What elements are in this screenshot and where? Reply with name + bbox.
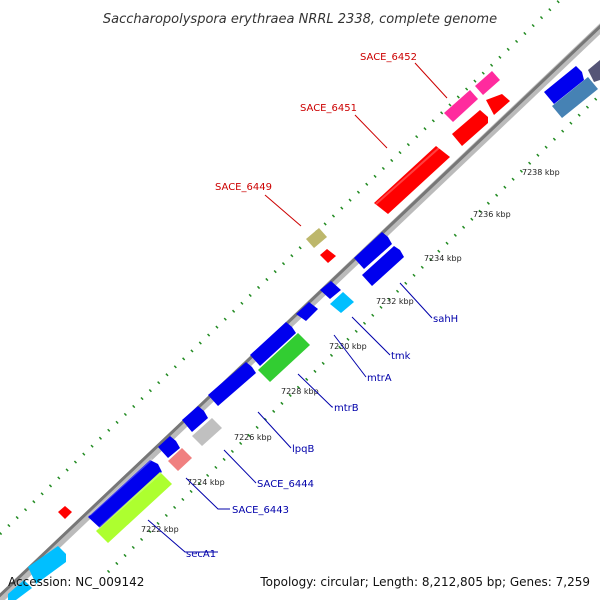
kbp-label: 7226 kbp <box>234 433 272 442</box>
gene-blue-a1[interactable] <box>354 232 392 269</box>
gene-blue-big[interactable] <box>88 460 162 528</box>
top-gene-labels: SACE_6449 SACE_6451 SACE_6452 <box>215 52 417 193</box>
gene-slate-right[interactable] <box>588 60 600 82</box>
gene-label-sace-6443[interactable]: SACE_6443 <box>232 505 289 516</box>
gene-blue-c[interactable] <box>296 302 318 321</box>
kbp-label: 7234 kbp <box>424 254 462 263</box>
kbp-label: 7222 kbp <box>141 525 179 534</box>
inner-tick-ring <box>106 93 600 574</box>
map-title: Saccharopolyspora erythraea NRRL 2338, c… <box>103 12 497 27</box>
gene-blue-a2[interactable] <box>362 246 404 286</box>
gene-sace-6452-upper[interactable] <box>444 90 478 122</box>
gene-label-sace-6449[interactable]: SACE_6449 <box>215 182 272 193</box>
kbp-label: 7232 kbp <box>376 297 414 306</box>
gene-red-small-2[interactable] <box>320 249 336 263</box>
top-leaders <box>264 62 448 227</box>
forward-genes <box>58 60 600 519</box>
gene-label-lpqb[interactable]: lpqB <box>292 444 314 455</box>
kbp-label: 7236 kbp <box>473 210 511 219</box>
gene-lightblue-left[interactable] <box>28 546 66 584</box>
gene-sace-6451[interactable] <box>374 146 450 214</box>
gene-sace-6452-lower[interactable] <box>452 110 488 146</box>
genome-summary-text: Topology: circular; Length: 8,212,805 bp… <box>259 575 590 589</box>
gene-label-mtra[interactable]: mtrA <box>367 373 392 384</box>
gene-label-sace-6452[interactable]: SACE_6452 <box>360 52 417 63</box>
gene-blue-e[interactable] <box>158 436 180 458</box>
reverse-genes <box>8 232 404 600</box>
gene-steelblue-right[interactable] <box>552 77 598 118</box>
gene-label-sace-6444[interactable]: SACE_6444 <box>257 479 314 490</box>
gene-label-tmk[interactable]: tmk <box>391 351 411 362</box>
gene-sace-6443[interactable] <box>168 448 192 471</box>
gene-shading <box>89 146 441 530</box>
gene-mtrb[interactable] <box>258 333 310 382</box>
gene-seca1[interactable] <box>96 472 172 543</box>
gene-lpqb[interactable] <box>208 362 256 406</box>
gene-pink-2[interactable] <box>475 71 500 95</box>
kbp-label: 7230 kbp <box>329 342 367 351</box>
gene-label-seca1[interactable]: secA1 <box>186 549 216 560</box>
gene-tmk[interactable] <box>330 292 354 313</box>
accession-text: Accession: NC_009142 <box>8 575 144 589</box>
gene-red-small[interactable] <box>58 506 72 519</box>
gene-blue-b[interactable] <box>320 281 341 299</box>
bottom-leaders <box>147 282 433 553</box>
gene-red-3[interactable] <box>486 94 510 115</box>
bottom-gene-labels: secA1 SACE_6443 SACE_6444 lpqB mtrB mtrA… <box>186 314 458 560</box>
gene-label-mtrb[interactable]: mtrB <box>334 403 359 414</box>
gene-blue-d[interactable] <box>182 406 208 432</box>
kbp-label: 7238 kbp <box>522 168 560 177</box>
gene-blue-right[interactable] <box>544 66 584 104</box>
gene-mtra[interactable] <box>250 322 296 366</box>
gene-label-sahh[interactable]: sahH <box>433 314 458 325</box>
gene-label-sace-6451[interactable]: SACE_6451 <box>300 103 357 114</box>
gene-sace-6444[interactable] <box>192 418 222 446</box>
kbp-labels: 7222 kbp 7224 kbp 7226 kbp 7228 kbp 7230… <box>141 168 560 534</box>
kbp-label: 7224 kbp <box>187 478 225 487</box>
outer-tick-ring <box>0 0 562 536</box>
kbp-label: 7228 kbp <box>281 387 319 396</box>
gene-lightblue-left-2[interactable] <box>8 580 32 600</box>
gene-sace-6449[interactable] <box>306 228 327 248</box>
